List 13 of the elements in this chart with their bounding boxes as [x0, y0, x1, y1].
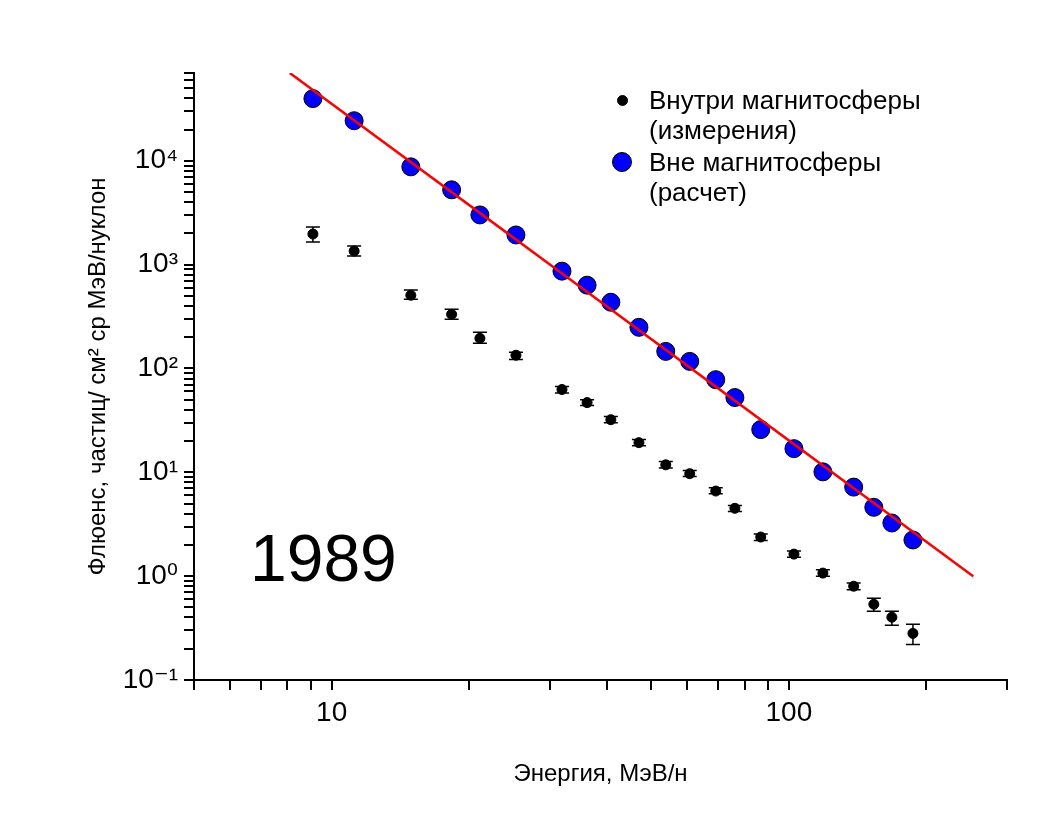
- y-tick-label: 10⁻¹: [122, 662, 178, 694]
- y-axis-title: Флюенс, частиц/ см² ср МэВ/нуклон: [83, 177, 111, 576]
- y-tick-label: 10⁰: [135, 558, 178, 590]
- y-tick-label: 10²: [137, 351, 178, 383]
- legend-label: Вне магнитосферы (расчет): [649, 147, 883, 207]
- x-tick-label: 10: [316, 695, 348, 727]
- x-tick-label: 100: [765, 695, 813, 727]
- y-tick-label: 10⁴: [134, 143, 178, 175]
- y-tick-label: 10¹: [137, 455, 178, 487]
- x-axis-title: Энергия, МэВ/н: [513, 759, 688, 787]
- y-tick-label: 10³: [137, 247, 178, 279]
- legend-label: Внутри магнитосферы (измерения): [649, 85, 922, 145]
- annotation: 1989: [250, 520, 397, 596]
